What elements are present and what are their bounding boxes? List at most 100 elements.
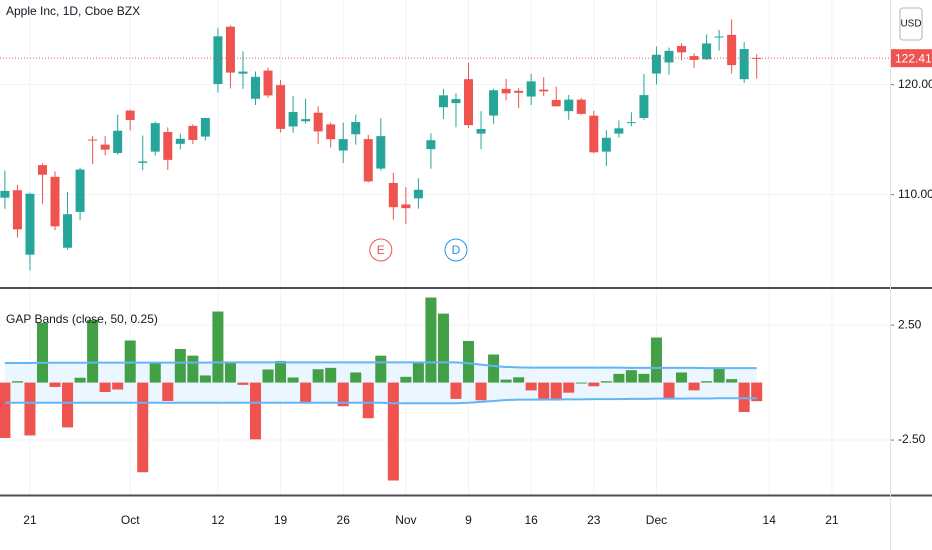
gap-bar: [375, 355, 387, 383]
gap-bar: [613, 373, 625, 383]
candle-body: [539, 89, 549, 92]
gap-bar: [575, 382, 587, 384]
candle-body: [276, 85, 286, 129]
y-tick-label: -2.50: [898, 432, 926, 446]
event-marker[interactable]: [444, 238, 468, 262]
gap-bar: [24, 382, 36, 436]
candle-body: [651, 54, 661, 74]
candle-body: [589, 115, 599, 153]
candle-body: [501, 88, 511, 94]
gap-bar: [513, 377, 525, 383]
gap-bar: [36, 322, 49, 383]
candle-body: [213, 36, 223, 85]
candle-body: [476, 128, 486, 134]
gap-bar: [62, 382, 74, 428]
gap-bar: [212, 311, 224, 383]
candle-body: [739, 49, 749, 80]
gap-bar: [650, 337, 662, 383]
candle-body: [263, 70, 273, 96]
candle-body: [677, 45, 687, 53]
x-tick-label: 21: [825, 513, 839, 527]
gap-bar: [663, 382, 675, 399]
candle-body: [175, 138, 185, 144]
gap-bar: [713, 368, 725, 383]
gap-bar: [400, 376, 412, 383]
x-tick-label: Dec: [646, 513, 667, 527]
x-tick-label: 23: [587, 513, 601, 527]
candle-body: [238, 71, 248, 74]
candle-body: [526, 81, 536, 97]
gap-bar: [287, 377, 299, 383]
x-tick-label: 9: [465, 513, 472, 527]
candle-body: [301, 119, 311, 122]
x-tick-label: 21: [23, 513, 37, 527]
band-line: [4, 397, 757, 405]
gap-bar: [500, 379, 512, 383]
gap-bar: [174, 349, 186, 383]
gap-bar: [112, 382, 124, 390]
gap-bar: [224, 362, 236, 383]
gap-bar: [87, 319, 99, 383]
gap-bar: [237, 382, 249, 385]
candle-body: [351, 122, 361, 135]
gap-bar: [676, 372, 688, 383]
candle-body: [702, 43, 712, 60]
candle-body: [163, 131, 173, 160]
gap-bar: [751, 382, 763, 402]
x-tick-label: 26: [337, 513, 351, 527]
gap-bar: [538, 382, 550, 400]
indicator-title: GAP Bands (close, 50, 0.25): [6, 312, 158, 326]
candle-body: [401, 204, 411, 209]
candle-body: [451, 99, 461, 104]
gap-bar: [199, 375, 211, 383]
candle-body: [363, 139, 373, 182]
gap-bar: [137, 382, 149, 473]
candle-body: [626, 122, 636, 124]
gap-bar: [337, 382, 349, 407]
gap-bar: [688, 382, 700, 391]
candle-body: [37, 165, 47, 175]
candle-body: [338, 139, 348, 151]
candle-body: [326, 124, 336, 140]
candle-body: [413, 189, 423, 199]
candle-body: [25, 193, 35, 255]
gap-bar: [588, 382, 600, 387]
candle-body: [376, 136, 386, 169]
candle-body: [200, 117, 210, 137]
chart-title: Apple Inc, 1D, Cboe BZX: [6, 4, 140, 18]
gap-bar: [387, 382, 399, 481]
candle-body: [689, 56, 699, 60]
currency-box[interactable]: [899, 7, 923, 41]
gap-bar: [262, 369, 274, 383]
candle-body: [113, 130, 123, 153]
candle-body: [125, 110, 135, 120]
gap-bar: [525, 382, 537, 391]
event-label: E: [377, 243, 385, 257]
candle-body: [639, 95, 649, 118]
candle-body: [551, 99, 561, 107]
gap-bar: [99, 382, 111, 392]
gap-bar: [162, 382, 174, 401]
gap-bar: [300, 382, 312, 402]
candle-body: [438, 95, 448, 108]
gap-bar: [412, 362, 424, 383]
gap-bar: [149, 362, 161, 383]
gap-bar: [312, 369, 324, 383]
event-marker[interactable]: [369, 238, 393, 262]
x-tick-label: 19: [274, 513, 288, 527]
gap-bar: [625, 370, 637, 383]
candle-body: [188, 125, 198, 140]
gap-bar: [462, 340, 475, 383]
y-tick-label: 2.50: [898, 317, 922, 331]
candle-body: [288, 112, 298, 127]
candle-body: [564, 99, 574, 112]
gap-bar: [187, 355, 199, 383]
gap-bar: [475, 382, 487, 401]
gap-bar: [488, 354, 500, 383]
gap-bar: [425, 297, 437, 383]
candle-body: [138, 161, 148, 163]
candle-body: [576, 99, 586, 114]
gap-bar: [249, 382, 262, 440]
gap-bar: [362, 382, 374, 419]
